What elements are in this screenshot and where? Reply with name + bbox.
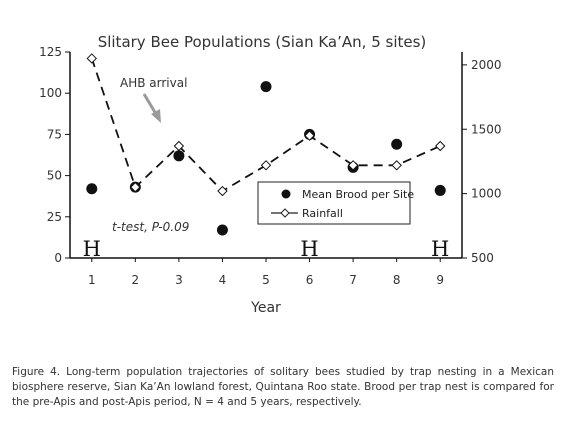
chart-axes: 0 25 50 75 100 125 500 1000 1500 2000 1 2 3 4 5 6 7 8 9 (39, 45, 501, 287)
x-tick-label: 2 (132, 273, 140, 287)
x-tick-label: 8 (393, 273, 401, 287)
rainfall-point (435, 140, 446, 152)
brood-point (86, 183, 98, 195)
right-y-tick-label: 2000 (471, 58, 502, 72)
legend-brood-marker (281, 189, 291, 199)
t-test-label: t-test, P-0.09 (112, 220, 189, 234)
hurricane-mark: H (431, 237, 449, 261)
ahb-arrival-label: AHB arrival (120, 76, 187, 90)
figure-caption: Figure 4. Long-term population trajector… (12, 366, 554, 408)
brood-point (173, 150, 185, 162)
x-axis-title: Year (250, 300, 281, 316)
left-y-tick-label: 100 (39, 86, 62, 100)
left-y-tick-label: 75 (47, 127, 62, 141)
x-tick-label: 3 (175, 273, 183, 287)
x-tick-label: 4 (219, 273, 227, 287)
x-tick-label: 9 (436, 273, 444, 287)
rainfall-point (86, 53, 97, 64)
rainfall-point (391, 160, 402, 171)
rainfall-point (130, 181, 141, 193)
legend-brood-label: Mean Brood per Site (302, 188, 414, 201)
x-tick-label: 1 (88, 273, 96, 287)
x-tick-label: 6 (306, 273, 314, 287)
left-y-tick-label: 50 (47, 169, 62, 183)
x-tick-label: 7 (349, 273, 357, 287)
ahb-arrival-arrow (142, 93, 161, 123)
chart-figure: Slitary Bee Populations (Sian Ka’An, 5 s… (39, 33, 501, 316)
rainfall-point (173, 140, 185, 152)
rainfall-point (347, 160, 359, 171)
rainfall-point (304, 130, 315, 141)
legend: Mean Brood per Site Rainfall (257, 181, 414, 225)
rainfall-series-line (90, 58, 441, 193)
right-y-tick-label: 1000 (471, 187, 502, 201)
brood-point (434, 184, 446, 196)
brood-point (216, 224, 228, 236)
x-tick-label: 5 (262, 273, 270, 287)
left-y-tick-label: 0 (54, 251, 62, 265)
right-y-tick-label: 500 (471, 251, 494, 265)
left-y-tick-label: 25 (47, 210, 62, 224)
hurricane-mark: H (300, 237, 318, 261)
brood-point (260, 81, 272, 93)
legend-rainfall-marker (280, 208, 290, 218)
left-y-tick-label: 125 (39, 45, 62, 59)
rainfall-point (260, 160, 272, 171)
rainfall-point (217, 185, 228, 197)
chart-marks (86, 53, 446, 236)
hurricane-mark: H (83, 237, 101, 261)
brood-point (391, 138, 403, 150)
legend-rainfall-label: Rainfall (302, 207, 343, 220)
chart-title: Slitary Bee Populations (Sian Ka’An, 5 s… (98, 33, 427, 51)
right-y-tick-label: 1500 (471, 122, 502, 136)
